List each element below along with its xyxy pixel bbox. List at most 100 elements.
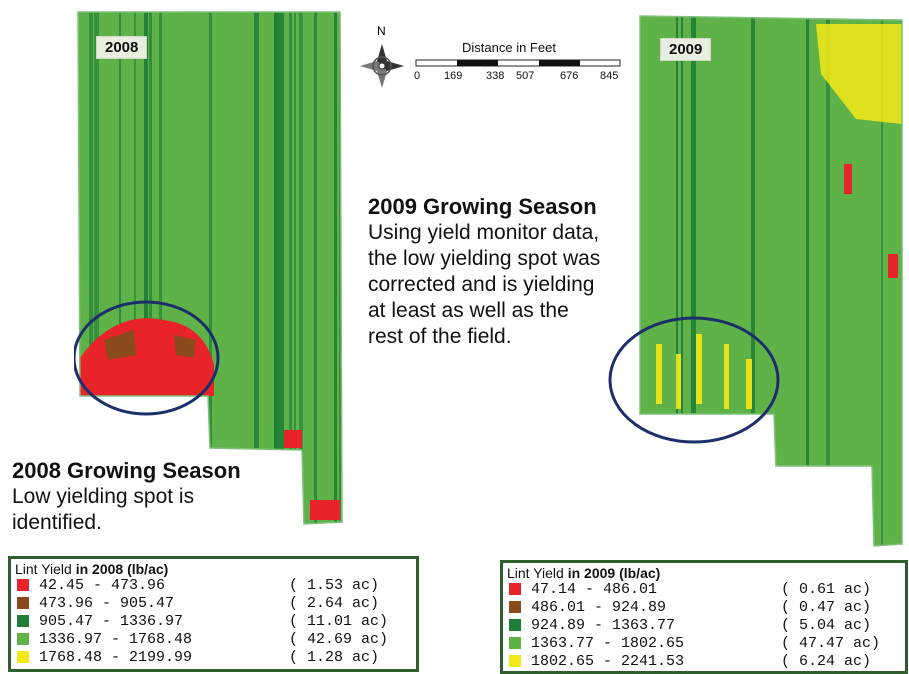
harvest-row-stripe <box>696 16 698 546</box>
harvest-row-stripe <box>314 12 317 524</box>
legend-2009-title: Lint Yield in 2009 (lb/ac) <box>503 563 905 581</box>
harvest-row-stripe <box>851 16 856 546</box>
harvest-row-stripe <box>816 16 820 546</box>
harvest-row-stripe <box>289 12 292 524</box>
harvest-row-stripe <box>209 12 212 524</box>
yield-map-2008: 2008 <box>74 10 346 526</box>
harvest-row-stripe <box>84 12 87 524</box>
legend-area: ( 6.24 ac) <box>781 653 872 670</box>
legend-area: ( 47.47 ac) <box>781 635 881 652</box>
north-label: N <box>377 24 386 38</box>
legend-swatch-yellow <box>17 651 29 663</box>
harvest-row-stripe <box>334 12 337 524</box>
legend-swatch-red <box>17 579 29 591</box>
legend-row: 905.47 - 1336.97 ( 11.01 ac) <box>11 613 416 631</box>
legend-area: ( 0.47 ac) <box>781 599 872 616</box>
harvest-row-stripe <box>299 12 303 524</box>
harvest-row-stripe <box>329 12 334 524</box>
harvest-row-stripe <box>711 16 713 546</box>
legend-area: ( 42.69 ac) <box>289 631 389 648</box>
harvest-row-stripe <box>149 12 152 524</box>
legend-range: 1768.48 - 2199.99 <box>39 649 193 666</box>
legend-swatch-yellow <box>509 655 521 667</box>
harvest-row-stripe <box>841 16 846 546</box>
harvest-row-stripe <box>736 16 739 546</box>
legend-range: 1363.77 - 1802.65 <box>531 635 685 652</box>
season-2009-line: at least as well as the <box>368 299 569 322</box>
harvest-row-stripe <box>881 16 883 546</box>
legend-range: 924.89 - 1363.77 <box>531 617 676 634</box>
scale-tick: 0 <box>414 70 421 82</box>
scale-bar: Distance in Feet 0 169 338 507 676 845 <box>410 40 630 90</box>
yield-map-2009: 2009 <box>606 14 906 550</box>
season-2008-line: identified. <box>12 511 102 534</box>
scale-tick: 845 <box>600 70 619 82</box>
legend-swatch-light-green <box>17 633 29 645</box>
legend-swatch-brown <box>17 597 29 609</box>
legend-range: 905.47 - 1336.97 <box>39 613 184 630</box>
harvest-row-stripe <box>681 16 683 546</box>
legend-swatch-red <box>509 583 521 595</box>
harvest-row-stripe <box>274 12 279 524</box>
season-2008-line: Low yielding spot is <box>12 485 195 508</box>
legend-swatch-dark-green <box>509 619 521 631</box>
year-label-2008: 2008 <box>96 36 148 59</box>
legend-area: ( 2.64 ac) <box>289 595 380 612</box>
season-2009-line: rest of the field. <box>368 325 512 348</box>
legend-area: ( 1.53 ac) <box>289 577 380 594</box>
harvest-row-stripe <box>294 12 296 524</box>
legend-row: 473.96 - 905.47 ( 2.64 ac) <box>11 595 416 613</box>
legend-row: 1336.97 - 1768.48 ( 42.69 ac) <box>11 631 416 649</box>
harvest-row-stripe <box>119 12 121 524</box>
harvest-row-stripe <box>691 16 696 546</box>
scale-tick: 338 <box>486 70 505 82</box>
season-2009-title: 2009 Growing Season <box>368 194 597 219</box>
harvest-row-stripe <box>656 16 658 546</box>
legend-row: 42.45 - 473.96 ( 1.53 ac) <box>11 577 416 595</box>
legend-2008-title: Lint Yield in 2008 (lb/ac) <box>11 559 416 577</box>
harvest-row-stripe <box>279 12 284 524</box>
harvest-row-stripe <box>701 16 703 546</box>
legend-area: ( 0.61 ac) <box>781 581 872 598</box>
scale-tick: 169 <box>444 70 463 82</box>
harvest-row-stripe <box>861 16 866 546</box>
harvest-row-stripe <box>254 12 259 524</box>
legend-range: 1336.97 - 1768.48 <box>39 631 193 648</box>
harvest-row-stripe <box>756 16 761 546</box>
harvest-row-stripe <box>676 16 678 546</box>
legend-range: 47.14 - 486.01 <box>531 581 658 598</box>
harvest-row-stripe <box>831 16 836 546</box>
harvest-row-stripe <box>806 16 809 546</box>
legend-range: 486.01 - 924.89 <box>531 599 667 616</box>
harvest-row-stripe <box>339 12 341 524</box>
scale-bar-title: Distance in Feet <box>462 40 556 55</box>
harvest-row-stripe <box>846 16 849 546</box>
harvest-row-stripe <box>234 12 236 524</box>
legend-row: 47.14 - 486.01 ( 0.61 ac) <box>503 581 905 599</box>
legend-row: 1768.48 - 2199.99 ( 1.28 ac) <box>11 649 416 667</box>
legend-range: 473.96 - 905.47 <box>39 595 175 612</box>
legend-row: 1363.77 - 1802.65 ( 47.47 ac) <box>503 635 905 653</box>
season-2009-line: Using yield monitor data, <box>368 221 600 244</box>
legend-2008: Lint Yield in 2008 (lb/ac) 42.45 - 473.9… <box>8 556 419 672</box>
harvest-row-stripe <box>224 12 229 524</box>
legend-range: 42.45 - 473.96 <box>39 577 166 594</box>
harvest-row-stripe <box>89 12 93 524</box>
scale-tick: 676 <box>560 70 579 82</box>
legend-area: ( 11.01 ac) <box>289 613 389 630</box>
legend-area: ( 5.04 ac) <box>781 617 872 634</box>
season-2009-line: the low yielding spot was <box>368 247 601 270</box>
legend-swatch-brown <box>509 601 521 613</box>
harvest-row-stripe <box>661 16 666 546</box>
harvest-row-stripe <box>169 12 171 524</box>
harvest-row-stripe <box>776 16 781 546</box>
harvest-row-stripe <box>319 12 324 524</box>
harvest-row-stripe <box>94 12 99 524</box>
legend-swatch-dark-green <box>17 615 29 627</box>
legend-title-prefix: Lint Yield <box>15 561 72 577</box>
year-label-2009: 2009 <box>660 38 712 61</box>
harvest-row-stripe <box>159 12 162 524</box>
harvest-row-stripe <box>826 16 830 546</box>
legend-title-prefix: Lint Yield <box>507 565 564 581</box>
legend-row: 924.89 - 1363.77 ( 5.04 ac) <box>503 617 905 635</box>
